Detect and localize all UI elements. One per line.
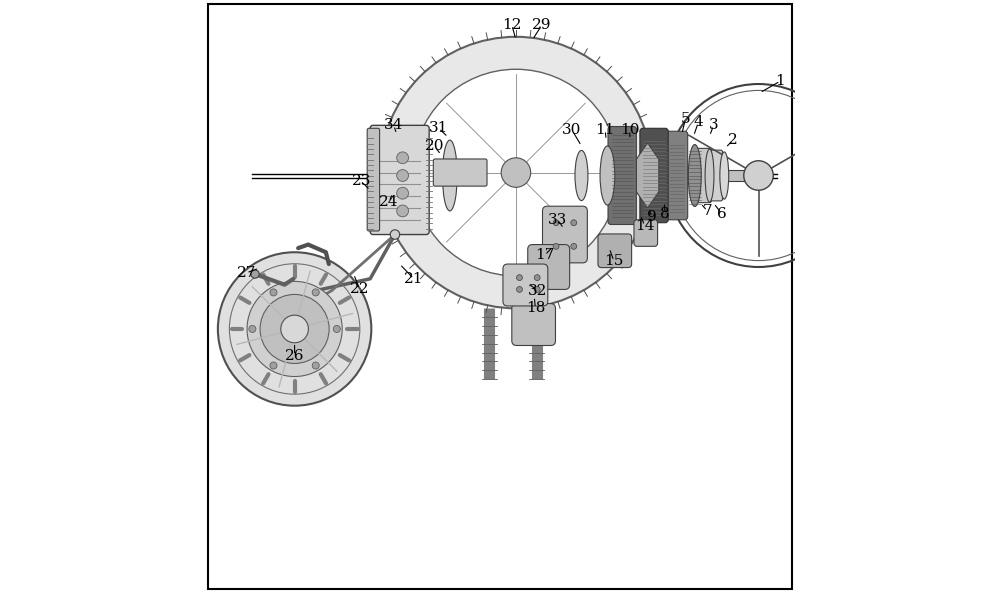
Text: 30: 30 [562,123,582,137]
Text: 27: 27 [237,266,256,280]
Text: 10: 10 [620,123,640,137]
FancyBboxPatch shape [661,131,688,220]
Circle shape [380,37,652,308]
FancyBboxPatch shape [512,304,555,346]
Text: 31: 31 [429,122,448,135]
Text: 18: 18 [526,301,545,315]
Text: 21: 21 [404,272,424,286]
Text: 7: 7 [702,204,712,218]
Circle shape [397,205,409,217]
Ellipse shape [575,151,588,200]
Ellipse shape [705,149,714,202]
Circle shape [744,161,773,190]
Ellipse shape [720,152,729,199]
Circle shape [397,170,409,181]
Text: 15: 15 [604,254,624,268]
Text: 11: 11 [595,123,615,137]
Text: 24: 24 [379,195,399,209]
Text: 23: 23 [352,174,371,189]
Circle shape [397,152,409,164]
FancyBboxPatch shape [708,150,723,201]
Circle shape [553,220,559,226]
FancyBboxPatch shape [433,159,487,186]
Circle shape [390,230,400,239]
Circle shape [333,326,340,333]
Circle shape [534,286,540,292]
FancyBboxPatch shape [634,220,658,246]
Circle shape [312,362,319,369]
Text: 9: 9 [647,210,657,224]
Circle shape [534,275,540,280]
Circle shape [553,243,559,249]
FancyBboxPatch shape [640,128,668,223]
Bar [717,170,750,181]
FancyBboxPatch shape [367,128,380,231]
FancyBboxPatch shape [696,148,711,203]
Text: 32: 32 [528,283,547,298]
Text: 17: 17 [535,248,555,262]
Text: 3: 3 [709,119,718,132]
Circle shape [517,275,522,280]
Ellipse shape [688,145,701,206]
FancyBboxPatch shape [503,264,548,306]
Text: 22: 22 [350,282,369,296]
Circle shape [312,289,319,296]
Circle shape [247,282,342,377]
Circle shape [281,315,308,343]
Text: 8: 8 [660,207,670,221]
Circle shape [249,326,256,333]
Circle shape [413,69,619,276]
Text: 14: 14 [635,219,654,232]
FancyBboxPatch shape [542,206,587,263]
Text: 1: 1 [775,74,785,88]
Circle shape [571,220,577,226]
Circle shape [218,252,371,406]
Ellipse shape [600,146,615,205]
FancyBboxPatch shape [608,126,636,225]
Text: 4: 4 [693,116,703,129]
Text: 26: 26 [285,349,304,362]
Circle shape [260,295,329,364]
Circle shape [397,187,409,199]
Text: 5: 5 [681,113,690,126]
Text: 34: 34 [384,119,403,132]
Circle shape [517,286,522,292]
Text: 6: 6 [717,207,727,221]
Circle shape [270,362,277,369]
Text: 33: 33 [548,213,567,227]
Text: 29: 29 [532,18,552,32]
Text: 12: 12 [502,18,522,32]
Circle shape [270,289,277,296]
FancyBboxPatch shape [528,244,570,289]
FancyBboxPatch shape [598,234,632,267]
Text: 2: 2 [728,133,738,147]
Circle shape [501,158,531,187]
Circle shape [251,270,259,278]
Text: 20: 20 [425,139,444,153]
Polygon shape [636,143,659,208]
Ellipse shape [442,140,457,211]
Circle shape [571,243,577,249]
FancyBboxPatch shape [370,125,429,234]
